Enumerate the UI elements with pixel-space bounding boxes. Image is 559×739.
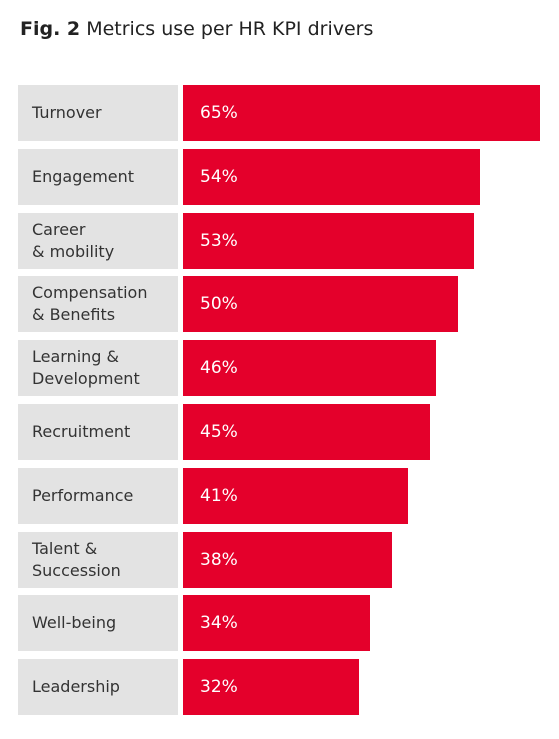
category-label-cell: Talent & Succession [18, 531, 178, 588]
bar-value-label: 38% [200, 549, 238, 570]
chart-title-prefix: Fig. 2 [20, 18, 81, 40]
bar: 32% [183, 659, 359, 716]
bar-value-label: 53% [200, 230, 238, 251]
bar-row: Turnover 65% [18, 85, 543, 141]
bar-row: Learning & Development 46% [18, 340, 543, 397]
bar-value-label: 54% [200, 166, 238, 187]
bar-value-label: 50% [200, 294, 238, 315]
category-label: Leadership [32, 677, 120, 697]
bar-value-label: 34% [200, 613, 238, 634]
bar-row: Performance 41% [18, 467, 543, 524]
category-label: Career & mobility [32, 219, 115, 261]
category-label-cell: Well-being [18, 595, 178, 652]
category-label-cell: Career & mobility [18, 212, 178, 269]
bar: 41% [183, 467, 409, 524]
bar-row: Career & mobility 53% [18, 212, 543, 269]
category-label-cell: Recruitment [18, 404, 178, 460]
bar: 38% [183, 531, 392, 588]
bar: 65% [183, 85, 540, 141]
bar: 46% [183, 340, 436, 397]
category-label: Well-being [32, 613, 117, 633]
category-label-cell: Engagement [18, 148, 178, 205]
bar: 54% [183, 148, 480, 205]
bar-row: Engagement 54% [18, 148, 543, 205]
bar: 34% [183, 595, 370, 652]
category-label-cell: Compensation & Benefits [18, 276, 178, 333]
category-label: Compensation & Benefits [32, 283, 148, 325]
bar-row: Compensation & Benefits 50% [18, 276, 543, 333]
bar-value-label: 45% [200, 422, 238, 442]
category-label: Recruitment [32, 422, 131, 441]
category-label-cell: Leadership [18, 659, 178, 716]
category-label: Talent & Succession [32, 538, 121, 580]
category-label: Engagement [32, 166, 135, 186]
category-label-cell: Performance [18, 467, 178, 524]
chart-title: Fig. 2 Metrics use per HR KPI drivers [20, 18, 373, 40]
bar: 50% [183, 276, 458, 333]
category-label: Learning & Development [32, 347, 140, 389]
category-label-cell: Turnover [18, 85, 178, 141]
bar-value-label: 65% [200, 103, 238, 123]
bar-value-label: 32% [200, 677, 238, 698]
bar: 53% [183, 212, 475, 269]
bar-value-label: 46% [200, 358, 238, 379]
bar-value-label: 41% [200, 485, 238, 506]
category-label-cell: Learning & Development [18, 340, 178, 397]
chart-title-text: Metrics use per HR KPI drivers [86, 18, 374, 40]
bar-row: Leadership 32% [18, 659, 543, 716]
bar-row: Talent & Succession 38% [18, 531, 543, 588]
category-label: Turnover [32, 103, 102, 122]
category-label: Performance [32, 485, 134, 505]
bar-row: Well-being 34% [18, 595, 543, 652]
bar: 45% [183, 404, 431, 460]
bar-row: Recruitment 45% [18, 404, 543, 460]
